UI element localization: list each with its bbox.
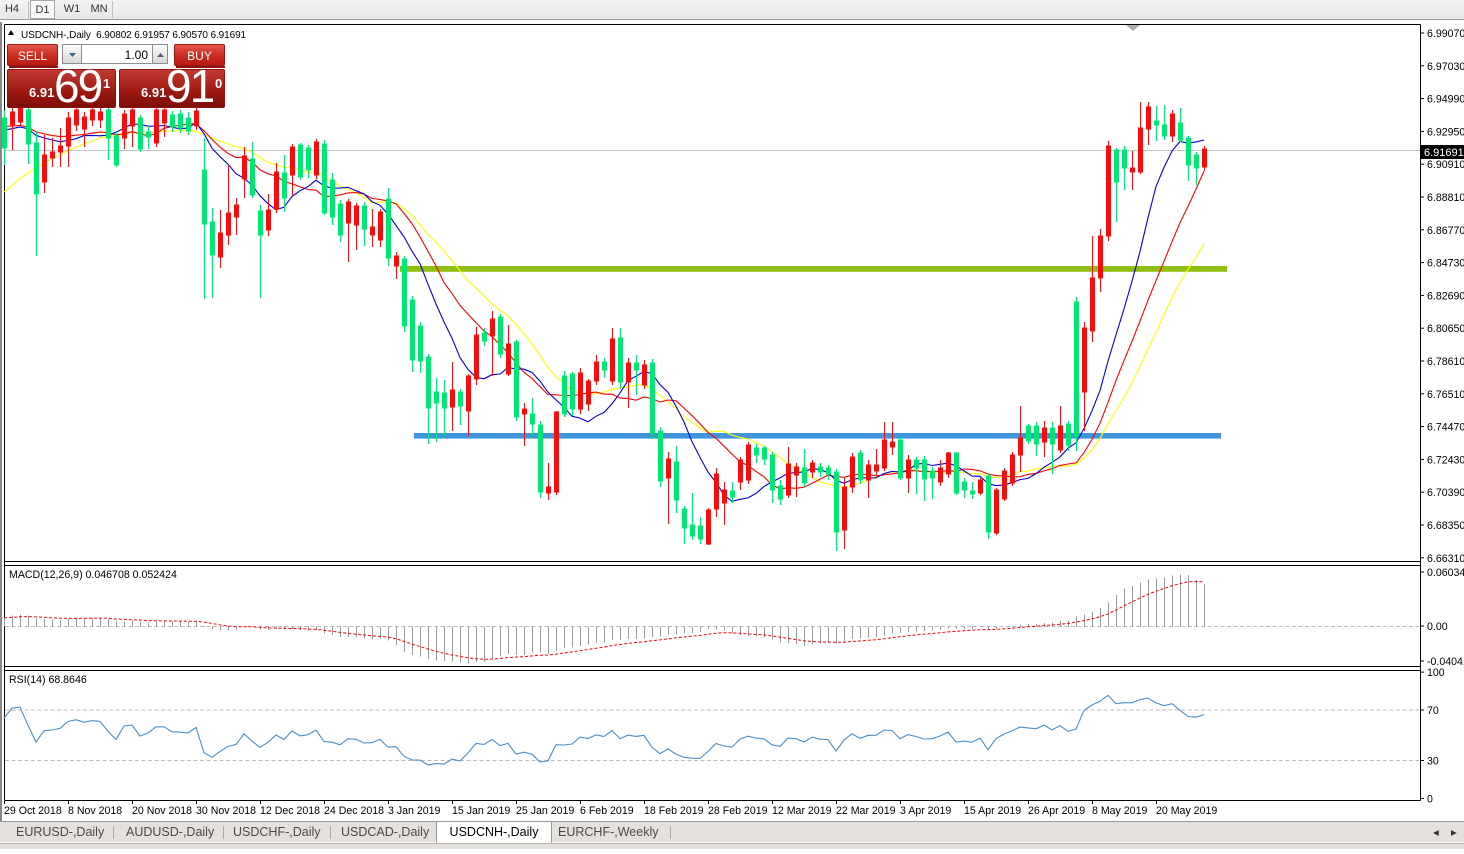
svg-text:29 Oct 2018: 29 Oct 2018 [4, 805, 62, 817]
svg-text:18 Feb 2019: 18 Feb 2019 [644, 805, 704, 817]
svg-text:6.66310: 6.66310 [1427, 553, 1464, 565]
svg-text:8 May 2019: 8 May 2019 [1092, 805, 1147, 817]
svg-text:12 Dec 2018: 12 Dec 2018 [260, 805, 320, 817]
svg-text:6.84730: 6.84730 [1427, 258, 1464, 270]
svg-text:26 Apr 2019: 26 Apr 2019 [1028, 805, 1085, 817]
svg-text:8 Nov 2018: 8 Nov 2018 [68, 805, 122, 817]
svg-text:6.97030: 6.97030 [1427, 61, 1464, 73]
svg-text:6 Feb 2019: 6 Feb 2019 [580, 805, 634, 817]
svg-text:6.78610: 6.78610 [1427, 356, 1464, 368]
svg-text:24 Dec 2018: 24 Dec 2018 [324, 805, 384, 817]
svg-text:6.74470: 6.74470 [1427, 422, 1464, 434]
svg-text:25 Jan 2019: 25 Jan 2019 [516, 805, 574, 817]
svg-text:6.68350: 6.68350 [1427, 520, 1464, 532]
svg-text:30: 30 [1427, 756, 1439, 768]
svg-text:100: 100 [1427, 667, 1445, 679]
svg-text:6.90910: 6.90910 [1427, 159, 1464, 171]
svg-text:6.76510: 6.76510 [1427, 389, 1464, 401]
svg-text:6.86770: 6.86770 [1427, 225, 1464, 237]
svg-text:USDCNH-,Daily 6.90802 6.91957: USDCNH-,Daily 6.90802 6.91957 6.90570 6.… [21, 30, 247, 41]
svg-text:6.88810: 6.88810 [1427, 192, 1464, 204]
svg-text:6.70390: 6.70390 [1427, 487, 1464, 499]
svg-text:RSI(14) 68.8646: RSI(14) 68.8646 [9, 674, 87, 686]
svg-text:12 Mar 2019: 12 Mar 2019 [772, 805, 832, 817]
svg-text:6.92950: 6.92950 [1427, 126, 1464, 138]
svg-text:15 Jan 2019: 15 Jan 2019 [452, 805, 510, 817]
svg-text:70: 70 [1427, 705, 1439, 717]
svg-text:6.91691: 6.91691 [1424, 147, 1464, 159]
svg-text:28 Feb 2019: 28 Feb 2019 [708, 805, 768, 817]
svg-text:3 Jan 2019: 3 Jan 2019 [388, 805, 441, 817]
svg-text:6.94990: 6.94990 [1427, 94, 1464, 106]
svg-text:-0.040415: -0.040415 [1427, 656, 1464, 668]
svg-text:6.82690: 6.82690 [1427, 290, 1464, 302]
svg-text:0: 0 [1427, 793, 1433, 805]
svg-text:6.80650: 6.80650 [1427, 323, 1464, 335]
svg-text:0.060342: 0.060342 [1427, 567, 1464, 579]
svg-text:30 Nov 2018: 30 Nov 2018 [196, 805, 256, 817]
svg-text:20 Nov 2018: 20 Nov 2018 [132, 805, 192, 817]
svg-text:0.00: 0.00 [1427, 621, 1448, 633]
svg-text:22 Mar 2019: 22 Mar 2019 [836, 805, 896, 817]
svg-text:6.72430: 6.72430 [1427, 454, 1464, 466]
svg-text:6.99070: 6.99070 [1427, 28, 1464, 40]
svg-text:15 Apr 2019: 15 Apr 2019 [964, 805, 1021, 817]
svg-text:20 May 2019: 20 May 2019 [1156, 805, 1217, 817]
svg-text:3 Apr 2019: 3 Apr 2019 [900, 805, 951, 817]
svg-text:MACD(12,26,9) 0.046708 0.05242: MACD(12,26,9) 0.046708 0.052424 [9, 569, 177, 581]
